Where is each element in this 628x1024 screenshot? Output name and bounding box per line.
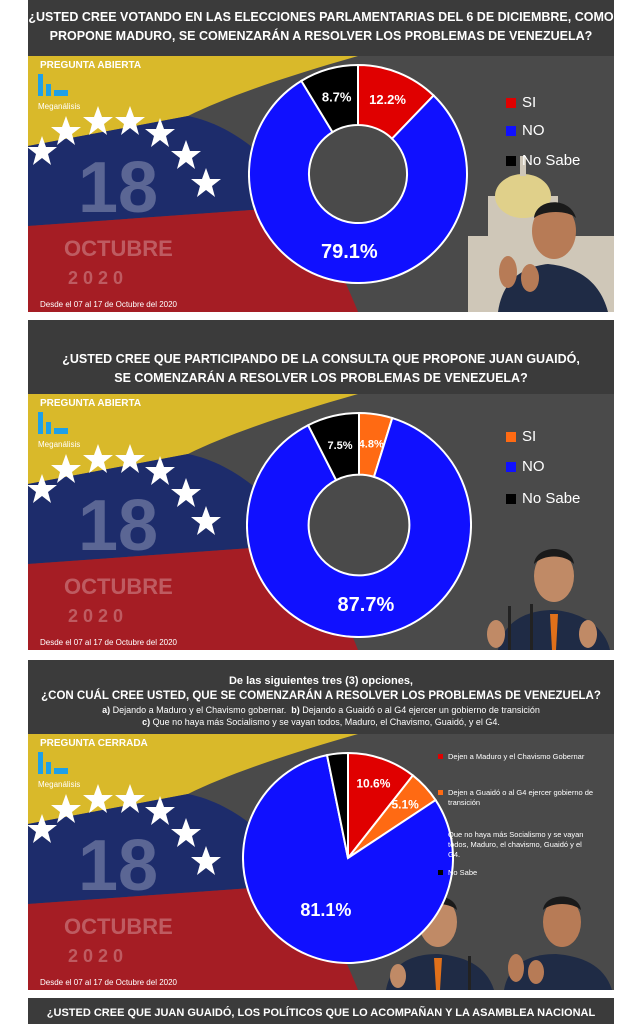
panel-1-body: 18 OCTUBRE 2 0 2 0 PREGUNTA ABIERTA Mega… — [28, 56, 614, 312]
legend-label-no-sabe: No Sabe — [522, 152, 581, 169]
option-a-letter: a) — [102, 705, 111, 715]
legend-item-si: SI — [506, 428, 536, 445]
brand-name: Meganálisis — [38, 440, 81, 449]
legend-item-si: SI — [506, 94, 536, 111]
question-type-tag: PREGUNTA ABIERTA — [40, 398, 142, 409]
legend-swatch-si — [506, 97, 516, 108]
panel-2-title: ¿USTED CREE QUE PARTICIPANDO DE LA CONSU… — [28, 320, 614, 396]
legend-item-maduro: Dejen a Maduro y el Chavismo Gobernar — [438, 752, 608, 761]
legend-label-no-sabe: No Sabe — [448, 868, 478, 877]
legend-label-no: NO — [522, 122, 545, 139]
question-type-tag: PREGUNTA CERRADA — [40, 738, 148, 749]
panel-3-options-ab: a) Dejando a Maduro y el Chavismo gobern… — [28, 704, 614, 716]
panel-3-title-main: ¿CON CUÁL CREE USTED, QUE SE COMENZARÁN … — [41, 690, 601, 702]
panel-3-title-intro: De las siguientes tres (3) opciones, — [228, 675, 413, 687]
panel-1-title-line-2: PROPONE MADURO, SE COMENZARÁN A RESOLVER… — [49, 29, 593, 43]
slice-label-no: 79.1% — [321, 241, 378, 263]
option-a-text: Dejando a Maduro y el Chavismo gobernar. — [110, 705, 287, 715]
donut-chart-1: 12.2% 79.1% 8.7% — [248, 64, 468, 284]
option-b-text: Dejando a Guaidó o al G4 ejercer un gobi… — [299, 705, 540, 715]
date-day: 18 — [78, 826, 159, 906]
slice-label-maduro: 10.6% — [356, 777, 390, 791]
legend-item-no-sabe: No Sabe — [506, 152, 580, 169]
legend-swatch-guaido — [438, 790, 443, 795]
legend-label-no-sabe: No Sabe — [522, 490, 581, 507]
panel-1-title-line-1: ¿USTED CREE VOTANDO EN LAS ELECCIONES PA… — [28, 10, 614, 24]
panel-3-option-c: c) Que no haya más Socialismo y se vayan… — [28, 716, 614, 728]
panel-3-body: 18 OCTUBRE 2 0 2 0 PREGUNTA CERRADA Mega… — [28, 734, 614, 990]
slice-no-sabe — [306, 412, 360, 482]
panel-3-title: De las siguientes tres (3) opciones, ¿CO… — [28, 660, 614, 734]
slice-label-no: 87.7% — [338, 594, 395, 616]
date-year: 2 0 2 0 — [68, 268, 124, 288]
legend-item-no: NO — [506, 122, 545, 139]
slice-label-si: 4.8% — [359, 439, 384, 451]
date-month: OCTUBRE — [64, 236, 173, 261]
date-range: Desde el 07 al 17 de Octubre del 2020 — [40, 638, 177, 647]
legend-item-no-sabe: No Sabe — [506, 490, 580, 507]
legend-swatch-maduro — [438, 754, 443, 759]
date-day: 18 — [78, 486, 159, 566]
meganalisis-logo — [38, 752, 68, 774]
slice-label-si: 12.2% — [369, 92, 406, 107]
legend-item-no: NO — [506, 458, 545, 475]
legend-item-no-sabe: No Sabe — [438, 868, 608, 877]
legend-item-ninguno: Que no haya más Socialismo y se vayan to… — [438, 830, 590, 860]
poll-panel-1: ¿USTED CREE VOTANDO EN LAS ELECCIONES PA… — [28, 0, 614, 312]
date-range: Desde el 07 al 17 de Octubre del 2020 — [40, 978, 177, 987]
legend-label-si: SI — [522, 428, 537, 445]
slice-label-no-sabe: 7.5% — [328, 440, 353, 452]
date-year: 2 0 2 0 — [68, 946, 124, 966]
slice-label-no-sabe: 8.7% — [322, 89, 352, 104]
panel-2-body: 18 OCTUBRE 2 0 2 0 PREGUNTA ABIERTA Mega… — [28, 394, 614, 650]
slice-label-guaido: 5.1% — [391, 798, 419, 812]
next-panel-title: ¿USTED CREE QUE JUAN GUAIDÓ, LOS POLÍTIC… — [28, 998, 614, 1024]
person-guaido-photo — [487, 549, 610, 650]
person-maduro-photo — [504, 896, 612, 990]
slice-ninguno — [242, 753, 454, 964]
legend-label-maduro: Dejen a Maduro y el Chavismo Gobernar — [448, 752, 585, 761]
question-type-tag: PREGUNTA ABIERTA — [40, 60, 142, 71]
slice-no — [248, 79, 468, 284]
legend-swatch-no — [506, 461, 516, 472]
date-range: Desde el 07 al 17 de Octubre del 2020 — [40, 300, 177, 309]
meganalisis-logo — [38, 412, 68, 434]
legend-swatch-no — [506, 125, 516, 136]
legend-swatch-ninguno — [438, 832, 443, 837]
meganalisis-logo — [38, 74, 68, 96]
panel-2-title-line-2: SE COMENZARÁN A RESOLVER LOS PROBLEMAS D… — [114, 371, 528, 385]
legend-item-guaido: Dejen a Guaidó o al G4 ejercer gobierno … — [438, 788, 608, 808]
legend-swatch-no-sabe — [506, 493, 516, 504]
legend-swatch-no-sabe — [438, 870, 443, 875]
legend-label-no: NO — [522, 458, 545, 475]
option-b-letter: b) — [291, 705, 300, 715]
poll-panel-3: De las siguientes tres (3) opciones, ¿CO… — [28, 660, 614, 990]
date-month: OCTUBRE — [64, 914, 173, 939]
slice-no-sabe — [299, 64, 359, 134]
legend-label-ninguno: Que no haya más Socialismo y se vayan to… — [448, 830, 584, 859]
brand-name: Meganálisis — [38, 780, 81, 789]
option-c-letter: c) — [142, 717, 151, 727]
legend-swatch-no-sabe — [506, 155, 516, 166]
donut-chart-3: 10.6%5.1%81.1%3.2% — [242, 752, 454, 964]
poll-panel-2: ¿USTED CREE QUE PARTICIPANDO DE LA CONSU… — [28, 320, 614, 650]
legend-label-si: SI — [522, 94, 537, 111]
panel-2-title-line-1: ¿USTED CREE QUE PARTICIPANDO DE LA CONSU… — [62, 352, 580, 366]
legend-swatch-si — [506, 431, 516, 442]
option-c-text: Que no haya más Socialismo y se vayan to… — [150, 717, 500, 727]
slice-no — [246, 416, 472, 638]
panel-1-title: ¿USTED CREE VOTANDO EN LAS ELECCIONES PA… — [28, 0, 614, 56]
legend-label-guaido: Dejen a Guaidó o al G4 ejercer gobierno … — [448, 788, 594, 807]
slice-no-sabe — [325, 752, 349, 859]
slice-label-ninguno: 81.1% — [300, 900, 351, 920]
person-maduro-photo — [498, 202, 608, 312]
brand-name: Meganálisis — [38, 102, 81, 111]
donut-chart-2: 4.8% 87.7% 7.5% — [246, 412, 472, 638]
date-year: 2 0 2 0 — [68, 606, 124, 626]
date-day: 18 — [78, 148, 159, 228]
date-month: OCTUBRE — [64, 574, 173, 599]
slice-maduro — [347, 752, 415, 861]
